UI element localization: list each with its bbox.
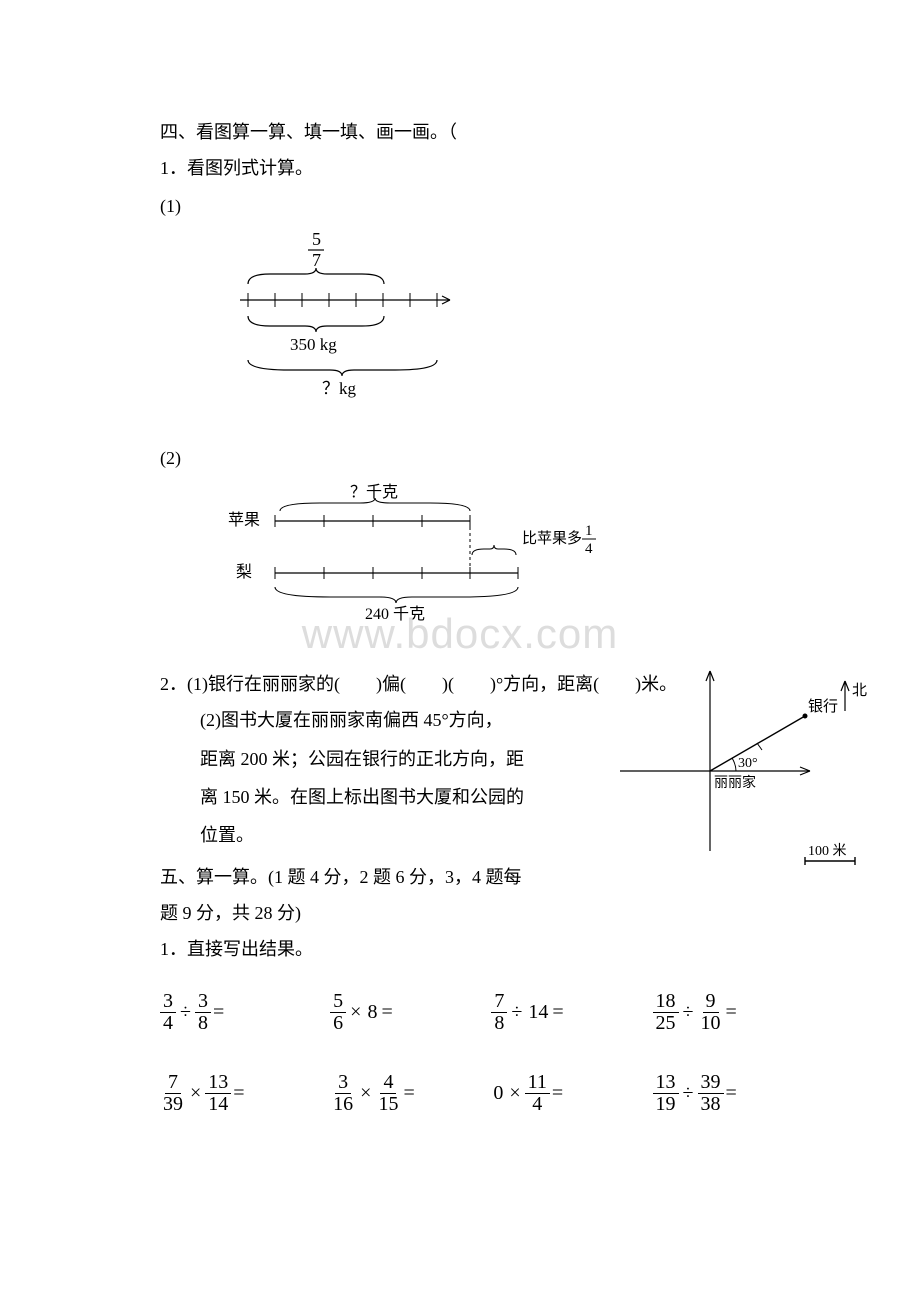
expr-2-3: 0 × 114 = [491,1072,652,1115]
d2-row2-label: 梨 [236,563,252,581]
q2-line4: 离 150 米。在图上标出图书大厦和公园的 [200,780,590,814]
expr-2-4: 1319 ÷ 3938 = [653,1072,760,1115]
d1-frac-den: 7 [312,250,321,270]
diagram-1: 5 7 350 kg ？kg [220,230,760,411]
expr-2-1: 739 × 1314 = [160,1072,330,1115]
direction-map: 银行 30° 丽丽家 北 100 米 [610,661,870,892]
map-bank-label: 银行 [808,698,838,715]
expr-1-4: 1825 ÷ 910 = [653,991,760,1034]
fraction-row-2: 739 × 1314 = 316 × 415 = 0 × 114 = 1319 … [160,1072,760,1115]
q1-sub2-label: (2) [160,441,760,475]
q2-line3: 距离 200 米；公园在银行的正北方向，距 [200,742,590,776]
q1-title: 1．看图列式计算。 [160,151,760,185]
map-scale-label: 100 米 [808,843,847,859]
d2-right-prefix: 比苹果多 [522,530,582,547]
section5-q1-title: 1．直接写出结果。 [160,932,760,966]
q2-block: 2．(1)银行在丽丽家的( )偏( )( )°方向，距离( )米。 (2)图书大… [160,667,760,967]
expr-1-3: 78 ÷ 14 = [491,991,652,1034]
map-origin-label: 丽丽家 [714,774,756,791]
expr-1-2: 56 × 8 = [330,991,491,1034]
document-page: 四、看图算一算、填一填、画一画。（ 1．看图列式计算。 (1) 5 7 350 [0,0,920,1213]
expr-2-2: 316 × 415 = [330,1072,491,1115]
map-north-label: 北 [852,682,867,699]
section4-title: 四、看图算一算、填一填、画一画。（ [160,115,760,149]
fraction-exercises: 34 ÷ 38 = 56 × 8 = 78 ÷ 14 = 1825 ÷ 910 [160,991,760,1115]
d1-frac-num: 5 [312,230,321,249]
section5-title-2: 题 9 分，共 28 分) [160,896,760,930]
q2-line2: (2)图书大厦在丽丽家南偏西 45°方向， [200,703,590,737]
d1-bottom-label: ？kg [322,379,356,398]
fraction-row-1: 34 ÷ 38 = 56 × 8 = 78 ÷ 14 = 1825 ÷ 910 [160,991,760,1034]
d2-top-label: ？千克 [350,483,398,501]
d2-right-frac-num: 1 [585,523,593,539]
d2-bottom-label: 240 千克 [365,605,425,623]
q2-line5: 位置。 [200,818,590,852]
d1-mid-label: 350 kg [290,335,337,354]
d2-row1-label: 苹果 [228,511,260,529]
map-angle-label: 30° [738,756,758,771]
expr-1-1: 34 ÷ 38 = [160,991,330,1034]
diagram-2: ？千克 苹果 比苹果多 1 4 梨 [220,481,760,637]
d2-right-frac-den: 4 [585,541,593,557]
q1-sub1-label: (1) [160,189,760,223]
